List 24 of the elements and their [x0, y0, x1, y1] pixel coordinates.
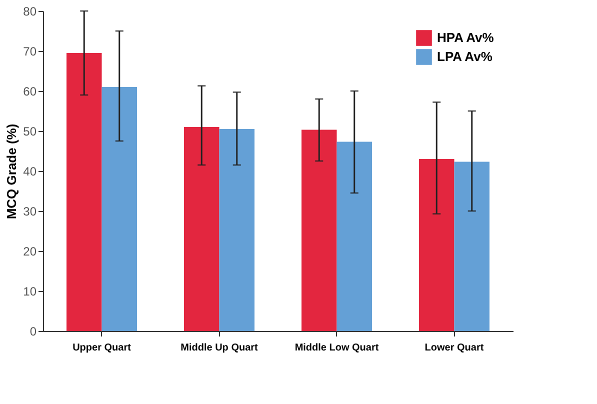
y-tick-label: 0: [30, 324, 37, 338]
y-axis-title: MCQ Grade (%): [4, 124, 20, 220]
bar: [302, 130, 337, 331]
y-tick-label: 70: [23, 44, 37, 58]
bar: [184, 127, 220, 331]
y-tick-label: 50: [23, 124, 37, 138]
bar: [419, 159, 454, 331]
x-tick-label: Lower Quart: [424, 342, 484, 354]
y-tick-label: 60: [23, 84, 37, 98]
y-tick-label: 40: [23, 164, 37, 178]
bar: [336, 142, 372, 331]
x-tick-label: Upper Quart: [72, 342, 132, 354]
bar: [102, 87, 137, 331]
x-tick-label: Middle Up Quart: [180, 342, 259, 354]
legend-label: LPA Av%: [437, 49, 493, 64]
legend-label: HPA Av%: [437, 30, 494, 45]
bar: [66, 53, 102, 331]
x-tick-label: Middle Low Quart: [294, 342, 380, 354]
bar: [219, 129, 254, 331]
y-tick-label: 80: [23, 4, 37, 18]
y-tick-label: 10: [23, 284, 37, 298]
y-tick-label: 20: [23, 244, 37, 258]
bar: [454, 162, 490, 331]
y-tick-label: 30: [23, 204, 37, 218]
